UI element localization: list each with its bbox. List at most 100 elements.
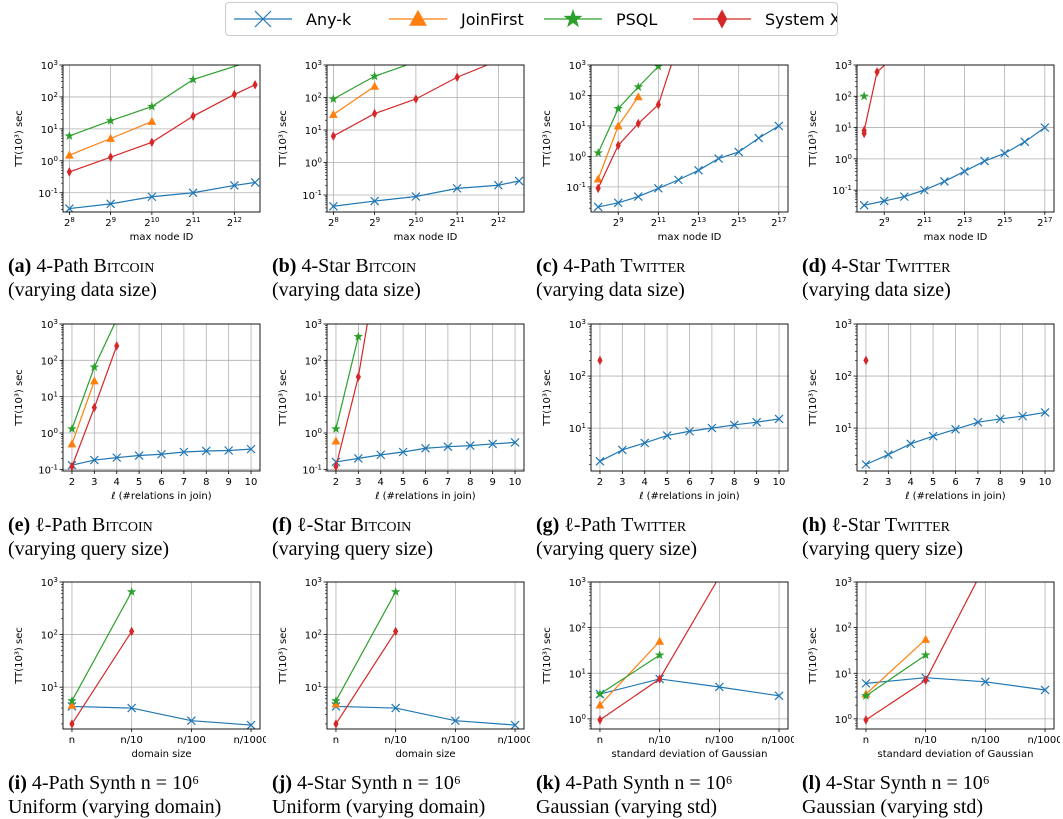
data-point <box>488 439 498 449</box>
y-tick-label: 103 <box>569 576 586 589</box>
y-tick-label: 101 <box>835 667 852 680</box>
data-point <box>633 81 644 92</box>
series-line <box>71 324 116 430</box>
series-psql <box>328 65 409 104</box>
chart-svg: 2 3 4 5 6 7 8 9 10 101 102 103 ℓ (#relations in join… <box>542 318 789 502</box>
series-psql <box>331 331 364 433</box>
x-tick-label: 5 <box>136 477 142 488</box>
series-line <box>597 65 672 189</box>
y-tick-label: 102 <box>835 622 852 635</box>
series-system-x <box>597 355 603 366</box>
y-tick-label: 100 <box>569 150 586 163</box>
data-point <box>657 674 663 684</box>
data-point <box>108 152 114 162</box>
figure-caption: (l) 4-Star Synth n = 10⁶ Gaussian (varyin… <box>802 771 990 819</box>
data-point <box>89 362 100 372</box>
chart-panel-b: 28 29 210 211 212 10-1 100 101 102 103 max node ID… <box>272 56 530 246</box>
x-tick-label: 210 <box>408 216 423 229</box>
x-tick-label: 29 <box>879 216 890 229</box>
y-tick-label: 102 <box>835 90 852 103</box>
data-point <box>863 715 869 725</box>
chart-panel-k: n n/10 n/100 n/1000 100 101 102 103 standard dev… <box>536 573 797 763</box>
caption-line-2: (varying data size) <box>536 279 685 301</box>
x-axis-label: ℓ (#relations in join) <box>375 491 475 502</box>
series-line <box>69 65 239 137</box>
data-point <box>1020 137 1030 147</box>
caption-line-2: (varying data size) <box>8 279 157 301</box>
chart-panel-c: 29 211 213 215 217 10-1 100 101 102 103 max node I… <box>536 56 794 246</box>
series-line <box>71 631 133 725</box>
data-point <box>67 695 77 705</box>
y-tick-label: 100 <box>835 153 852 166</box>
y-tick-label: 101 <box>569 422 586 435</box>
data-point <box>250 178 260 187</box>
data-point <box>224 446 234 455</box>
data-point <box>980 677 990 687</box>
data-point <box>465 441 475 451</box>
data-point <box>613 121 623 130</box>
data-point <box>861 678 871 688</box>
data-point <box>593 202 603 212</box>
x-tick-label: n <box>333 735 339 746</box>
x-tick-label: n/10 <box>648 735 670 746</box>
caption-dataset: Twitter <box>620 255 686 277</box>
data-point <box>201 446 211 456</box>
x-tick-label: n/100 <box>971 735 1000 746</box>
y-tick-label: 10-1 <box>302 463 322 476</box>
data-point <box>353 453 363 463</box>
data-point <box>246 720 256 729</box>
data-point <box>729 420 739 430</box>
data-point <box>514 176 524 186</box>
figure-caption: (c) 4-Path Twitter (varying data size) <box>536 254 686 302</box>
data-point <box>112 453 122 463</box>
caption-title: 4-Star Synth n = 10⁶ <box>825 772 990 794</box>
data-point <box>859 200 869 210</box>
series-system-x <box>863 355 869 366</box>
axes-frame <box>62 581 261 730</box>
chart-svg: 29 211 213 215 217 10-1 100 101 102 103 max node I… <box>542 59 789 243</box>
data-point <box>190 111 196 121</box>
data-point <box>754 133 764 143</box>
legend-marker <box>563 9 583 28</box>
legend-marker <box>409 9 427 26</box>
data-point <box>879 196 889 206</box>
x-axis-label: max node ID <box>130 232 194 243</box>
data-point <box>940 176 949 186</box>
data-point <box>147 192 157 202</box>
data-point <box>147 116 157 125</box>
series-line <box>71 380 95 445</box>
x-tick-label: 4 <box>378 477 384 488</box>
series-psql <box>331 586 401 705</box>
caption-line-1: (j) 4-Star Synth n = 10⁶ <box>272 771 485 795</box>
grid <box>857 64 1054 212</box>
x-tick-label: 8 <box>731 477 737 488</box>
data-point <box>653 183 663 193</box>
series-joinfirst <box>67 700 77 709</box>
series-joinfirst <box>67 376 99 448</box>
data-point <box>328 93 339 104</box>
caption-line-2: (varying data size) <box>802 279 951 301</box>
caption-tag: (e) <box>8 514 31 536</box>
x-tick-label: 4 <box>908 477 914 488</box>
chart-panel-g: 2 3 4 5 6 7 8 9 10 101 102 103 ℓ (#relations in join… <box>536 315 794 505</box>
chart-panel-f: 2 3 4 5 6 7 8 9 10 10-1 100 101 102 103 ℓ (#relations … <box>272 315 530 505</box>
legend-label: JoinFirst <box>460 10 524 29</box>
data-point <box>752 417 762 427</box>
figure-caption: (j) 4-Star Synth n = 10⁶ Uniform (varying… <box>272 771 485 819</box>
figure-caption: (k) 4-Path Synth n = 10⁶ Gaussian (varyin… <box>536 771 733 819</box>
axes-frame <box>326 64 525 213</box>
data-point <box>973 417 983 427</box>
series-line <box>335 336 359 430</box>
data-point <box>179 447 189 457</box>
data-point <box>654 650 665 660</box>
series-any-k <box>861 673 1050 695</box>
y-tick-label: 102 <box>305 354 322 367</box>
x-tick-label: 8 <box>467 477 473 488</box>
series-psql <box>595 650 665 699</box>
chart-svg: n n/10 n/100 n/1000 100 101 102 103 standard dev… <box>542 576 797 760</box>
chart-panel-h: 2 3 4 5 6 7 8 9 10 101 102 103 ℓ (#relations in join… <box>802 315 1060 505</box>
data-point <box>333 719 339 729</box>
legend-entry-system-x: System X <box>693 9 841 29</box>
data-point <box>69 719 75 729</box>
legend-marker <box>716 9 728 29</box>
